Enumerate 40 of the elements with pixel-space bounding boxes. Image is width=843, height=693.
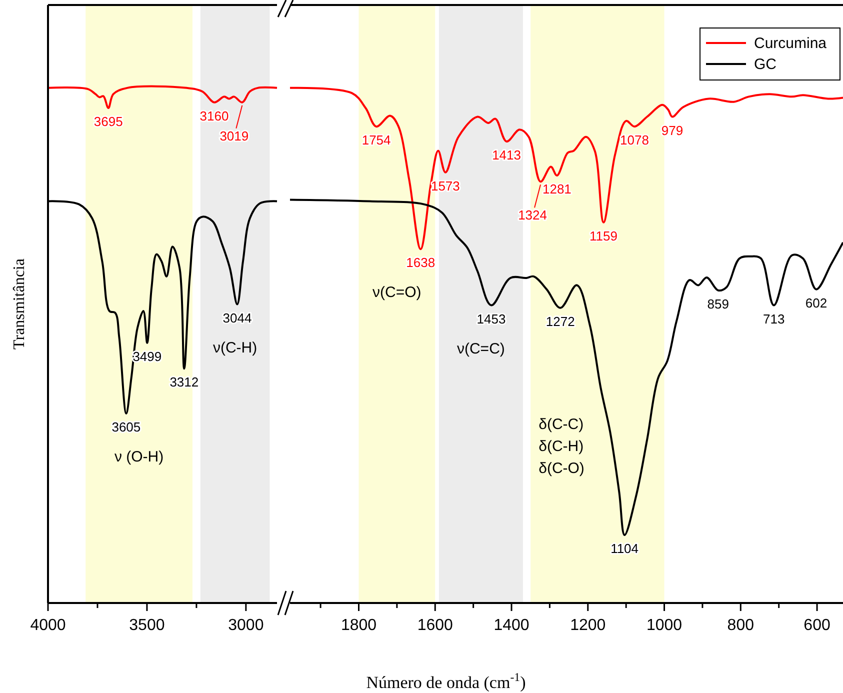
- annotation: 3160: [200, 108, 229, 124]
- annotation: 3605: [112, 419, 141, 434]
- annotation: 1638: [406, 255, 436, 270]
- annotation: 1104: [610, 541, 639, 556]
- band-label: ν(C=C): [456, 340, 505, 358]
- x-tick-label: 4000: [30, 617, 66, 634]
- annotation: 1324: [518, 208, 547, 223]
- annotation: 1413: [492, 147, 521, 162]
- annotation: 3312: [170, 374, 199, 390]
- annotation: 1453: [476, 311, 506, 326]
- annotation: 979: [661, 122, 684, 138]
- annotation: 602: [805, 295, 828, 310]
- x-tick-label: 1200: [570, 617, 606, 634]
- x-tick-label: 1800: [340, 617, 377, 634]
- band-label: δ(C-C) δ(C-H) δ(C-O): [538, 416, 584, 478]
- x-tick-label: 600: [804, 617, 830, 634]
- x-tick-label: 1000: [646, 617, 682, 634]
- x-tick-label: 1400: [494, 617, 530, 634]
- annotation: 859: [707, 296, 729, 312]
- annotation: 1281: [542, 181, 572, 196]
- x-tick-label: 3000: [228, 617, 264, 634]
- annotation: 1754: [362, 132, 391, 148]
- legend-label: GC: [754, 56, 777, 73]
- band-label: ν (O-H): [114, 448, 164, 466]
- legend-label: Curcumina: [754, 35, 828, 52]
- band-label: ν(C-H): [212, 339, 258, 356]
- x-tick-label: 1600: [417, 617, 454, 634]
- band-label: ν(C=O): [372, 284, 422, 302]
- x-tick-label: 3500: [129, 617, 165, 634]
- x-axis-title: Número de onda (cm$^{-1}$): [366, 670, 526, 692]
- annotation: 3695: [94, 114, 123, 130]
- annotation: 1078: [620, 132, 649, 148]
- annotation: 1159: [590, 228, 618, 244]
- annotation: 1573: [430, 178, 460, 194]
- annotation: 3019: [220, 128, 249, 144]
- annotation: 1272: [546, 314, 575, 329]
- x-tick-label: 800: [727, 617, 754, 634]
- y-axis-title: Transmitância: [11, 258, 28, 350]
- annotation: 3044: [222, 310, 252, 326]
- annotation: 713: [763, 311, 785, 326]
